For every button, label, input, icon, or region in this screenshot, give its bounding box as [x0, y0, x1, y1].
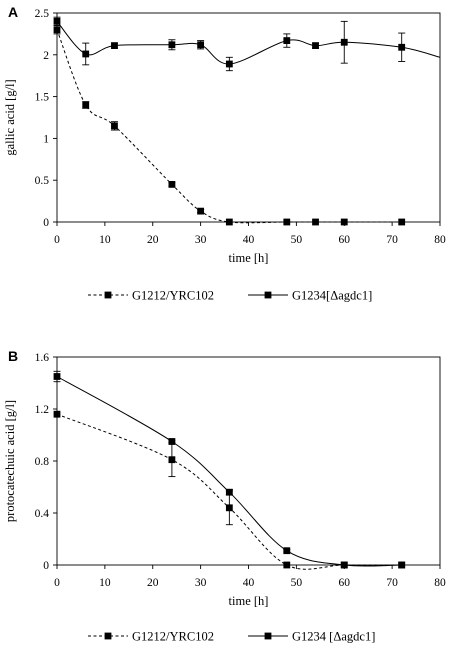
legend-item: G1212/YRC102 [88, 289, 214, 303]
x-tick-label: 50 [291, 577, 303, 589]
legend-item: G1212/YRC102 [88, 630, 214, 644]
data-point-marker [398, 561, 406, 569]
y-tick-label: 0 [43, 217, 49, 229]
x-axis-label: time [h] [229, 251, 269, 265]
data-point-marker [312, 218, 319, 226]
x-tick-label: 80 [434, 577, 446, 589]
data-point-marker [53, 410, 61, 418]
x-tick-label: 30 [195, 234, 207, 246]
x-tick-label: 0 [54, 577, 60, 589]
x-tick-label: 40 [243, 577, 255, 589]
series-2 [53, 16, 441, 72]
data-point-marker [53, 373, 61, 380]
x-tick-label: 60 [339, 234, 351, 246]
y-tick-label: 0 [43, 560, 49, 572]
series-1 [53, 25, 406, 226]
data-point-marker [225, 488, 233, 496]
data-point-marker [283, 37, 291, 44]
legend-label: G1212/YRC102 [132, 289, 214, 303]
panel-label: B [8, 348, 18, 364]
plot-frame [56, 356, 441, 566]
data-point-marker [197, 41, 205, 49]
data-point-marker [225, 60, 233, 68]
data-point-marker [53, 26, 61, 34]
data-point-marker [168, 456, 176, 464]
data-point-marker [197, 207, 205, 215]
panel-label: A [8, 4, 18, 20]
legend-marker [104, 632, 112, 640]
x-tick-label: 10 [99, 577, 111, 589]
legend: G1212/YRC102 G1234[Δagdc1] [88, 289, 372, 303]
data-point-marker [168, 41, 176, 49]
chart-panel-b: B 0 10 20 30 40 50 60 70 80 0 0.4 0.8 1.2 1.6 time [h] p… [3, 348, 446, 644]
x-tick-label: 20 [147, 234, 159, 246]
data-point-marker [82, 101, 90, 109]
data-point-marker [53, 17, 61, 25]
y-tick-label: 1 [43, 133, 49, 145]
data-point-marker [225, 218, 233, 226]
x-tick-label: 10 [99, 234, 111, 246]
x-tick-label: 30 [195, 577, 207, 589]
data-point-marker [111, 122, 118, 130]
series-2 [53, 370, 406, 569]
data-point-marker [168, 180, 176, 188]
data-point-marker [312, 42, 319, 50]
data-point-marker [283, 561, 291, 569]
legend-marker [264, 632, 272, 640]
y-axis-label: gallic acid [g/l] [3, 79, 17, 155]
legend: G1212/YRC102 G1234 [Δagdc1] [88, 630, 375, 644]
legend-marker [104, 291, 112, 299]
y-tick-label: 0.5 [35, 175, 50, 187]
legend-marker [264, 291, 272, 299]
x-tick-label: 20 [147, 577, 159, 589]
x-tick-label: 40 [243, 234, 255, 246]
x-tick-label: 60 [339, 577, 351, 589]
y-tick-label: 0.8 [35, 456, 50, 468]
data-point-marker [340, 218, 348, 226]
series-line [56, 29, 402, 224]
legend-item: G1234 [Δagdc1] [248, 630, 375, 644]
legend-item: G1234[Δagdc1] [248, 289, 372, 303]
data-point-marker [398, 43, 406, 51]
data-point-marker [283, 547, 291, 555]
data-point-marker [340, 561, 348, 569]
series-line [56, 376, 402, 567]
chart-panel-a: A 0 10 20 30 40 50 60 70 80 0 0.5 1 1.5 2 2.5 time [h] ga… [3, 4, 446, 303]
data-point-marker [168, 438, 176, 445]
data-point-marker [398, 218, 406, 226]
data-point-marker [340, 38, 348, 46]
y-tick-label: 2 [43, 50, 49, 62]
data-point-marker [111, 42, 118, 50]
data-point-marker [225, 504, 233, 512]
x-tick-label: 70 [386, 577, 398, 589]
y-tick-label: 0.4 [35, 508, 50, 520]
y-tick-label: 1.2 [35, 404, 50, 416]
legend-label: G1212/YRC102 [132, 630, 214, 644]
y-tick-label: 2.5 [35, 8, 50, 20]
x-tick-label: 50 [291, 234, 303, 246]
data-point-marker [82, 50, 90, 58]
x-axis-label: time [h] [229, 594, 269, 608]
x-tick-label: 0 [54, 234, 60, 246]
x-tick-label: 70 [386, 234, 398, 246]
data-point-marker [283, 218, 291, 226]
y-tick-label: 1.6 [35, 352, 50, 364]
legend-label: G1234[Δagdc1] [292, 289, 372, 303]
legend-label: G1234 [Δagdc1] [292, 630, 375, 644]
y-axis-label: protocatechuic acid [g/l] [3, 400, 17, 522]
y-tick-label: 1.5 [35, 92, 50, 104]
x-tick-label: 80 [434, 234, 446, 246]
